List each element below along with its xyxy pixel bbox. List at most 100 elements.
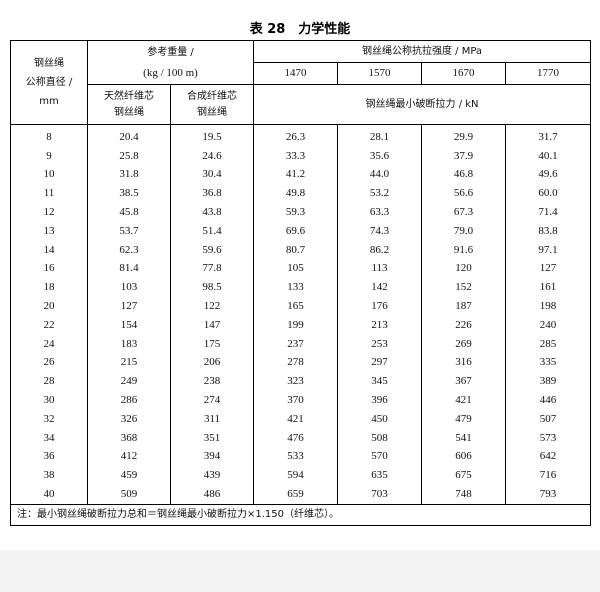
diameter-cell: 32 — [10, 409, 88, 429]
data-row: 11 38.5 36.8 49.8 53.2 56.6 60.0 — [10, 184, 592, 204]
diameter-cell: 20 — [10, 297, 88, 316]
value-cell: 63.3 — [337, 203, 423, 222]
value-cell: 421 — [421, 391, 507, 410]
value-cell: 278 — [253, 353, 339, 373]
value-cell: 215 — [87, 353, 171, 373]
diameter-cell: 8 — [10, 124, 88, 147]
data-row: 32 326 311 421 450 479 507 — [10, 409, 592, 429]
diameter-cell: 13 — [10, 221, 88, 241]
synthetic-core-header: 合成纤维芯 钢丝绳 — [169, 84, 255, 125]
value-cell: 40.1 — [505, 146, 592, 166]
weight-header: 参考重量 / (kg / 100 m) — [86, 40, 255, 85]
value-cell: 97.1 — [505, 240, 592, 260]
value-cell: 249 — [87, 372, 171, 392]
value-cell: 507 — [505, 409, 592, 429]
value-cell: 81.4 — [87, 259, 171, 279]
header-text: 钢丝绳 — [114, 107, 144, 118]
value-cell: 213 — [337, 315, 423, 335]
data-row: 36 412 394 533 570 606 642 — [10, 447, 592, 467]
value-cell: 41.2 — [253, 165, 339, 185]
diameter-cell: 24 — [10, 334, 88, 354]
value-cell: 142 — [337, 278, 423, 298]
value-cell: 370 — [253, 391, 339, 410]
data-row: 20 127 122 165 176 187 198 — [10, 297, 592, 316]
note: 注：最小钢丝绳破断拉力总和＝钢丝绳最小破断拉力×1.150（纤维芯）。 — [9, 503, 592, 526]
grade: 1770 — [505, 62, 592, 85]
data-row: 40 509 486 659 703 748 793 — [10, 485, 592, 505]
value-cell: 285 — [505, 334, 592, 354]
diameter-header: 钢丝绳 公称直径 / mm — [10, 40, 88, 125]
breaking-force-header: 钢丝绳最小破断拉力 / kN — [253, 84, 592, 125]
value-cell: 396 — [337, 391, 423, 410]
value-cell: 394 — [169, 447, 255, 467]
value-cell: 60.0 — [505, 184, 592, 204]
value-cell: 594 — [253, 466, 339, 486]
value-cell: 29.9 — [421, 124, 507, 147]
value-cell: 316 — [421, 353, 507, 373]
diameter-cell: 16 — [10, 259, 88, 279]
value-cell: 69.6 — [253, 221, 339, 241]
value-cell: 20.4 — [87, 124, 171, 147]
diameter-cell: 10 — [10, 165, 88, 185]
sub-header-row: 天然纤维芯 钢丝绳 合成纤维芯 钢丝绳 钢丝绳最小破断拉力 / kN — [11, 84, 592, 125]
value-cell: 439 — [169, 466, 255, 486]
header-text: 公称直径 / — [25, 77, 73, 88]
value-cell: 25.8 — [87, 146, 171, 166]
value-cell: 238 — [169, 372, 255, 392]
value-cell: 237 — [253, 334, 339, 354]
value-cell: 412 — [87, 447, 171, 467]
value-cell: 345 — [337, 372, 423, 392]
data-row: 8 20.4 19.5 26.3 28.1 29.9 31.7 — [10, 124, 592, 147]
value-cell: 74.3 — [337, 221, 423, 241]
value-cell: 269 — [421, 334, 507, 354]
value-cell: 120 — [421, 259, 507, 279]
diameter-cell: 40 — [10, 485, 88, 505]
value-cell: 198 — [505, 297, 592, 316]
diameter-cell: 30 — [10, 391, 88, 410]
data-row: 26 215 206 278 297 316 335 — [10, 353, 592, 373]
header-row: 钢丝绳 公称直径 / mm 参考重量 / (kg / 100 m) 钢丝绳公称抗… — [10, 40, 592, 125]
value-cell: 33.3 — [253, 146, 339, 166]
diameter-cell: 14 — [10, 240, 88, 260]
value-cell: 127 — [505, 259, 592, 279]
data-row: 14 62.3 59.6 80.7 86.2 91.6 97.1 — [10, 240, 592, 260]
value-cell: 479 — [421, 409, 507, 429]
header-text: mm — [39, 96, 59, 107]
value-cell: 59.3 — [253, 203, 339, 222]
value-cell: 486 — [169, 485, 255, 505]
value-cell: 311 — [169, 409, 255, 429]
value-cell: 53.7 — [87, 221, 171, 241]
value-cell: 152 — [421, 278, 507, 298]
value-cell: 56.6 — [421, 184, 507, 204]
value-cell: 35.6 — [337, 146, 423, 166]
diameter-cell: 38 — [10, 466, 88, 486]
value-cell: 31.7 — [505, 124, 592, 147]
value-cell: 508 — [337, 428, 423, 448]
value-cell: 459 — [87, 466, 171, 486]
value-cell: 44.0 — [337, 165, 423, 185]
value-cell: 105 — [253, 259, 339, 279]
data-row: 16 81.4 77.8 105 113 120 127 — [10, 259, 592, 279]
value-cell: 421 — [253, 409, 339, 429]
value-cell: 323 — [253, 372, 339, 392]
table-title: 表 28 力学性能 — [249, 22, 351, 37]
value-cell: 80.7 — [253, 240, 339, 260]
grade: 1470 — [253, 62, 339, 85]
value-cell: 19.5 — [169, 124, 255, 147]
value-cell: 49.6 — [505, 165, 592, 185]
value-cell: 53.2 — [337, 184, 423, 204]
value-cell: 103 — [87, 278, 171, 298]
diameter-cell: 34 — [10, 428, 88, 448]
header-text: 钢丝绳 — [34, 58, 64, 69]
value-cell: 24.6 — [169, 146, 255, 166]
value-cell: 46.8 — [421, 165, 507, 185]
grade: 1570 — [337, 62, 423, 85]
data-table: 钢丝绳 公称直径 / mm 参考重量 / (kg / 100 m) 钢丝绳公称抗… — [9, 40, 592, 526]
value-cell: 36.8 — [169, 184, 255, 204]
value-cell: 147 — [169, 315, 255, 335]
value-cell: 450 — [337, 409, 423, 429]
value-cell: 49.8 — [253, 184, 339, 204]
value-cell: 351 — [169, 428, 255, 448]
value-cell: 176 — [337, 297, 423, 316]
